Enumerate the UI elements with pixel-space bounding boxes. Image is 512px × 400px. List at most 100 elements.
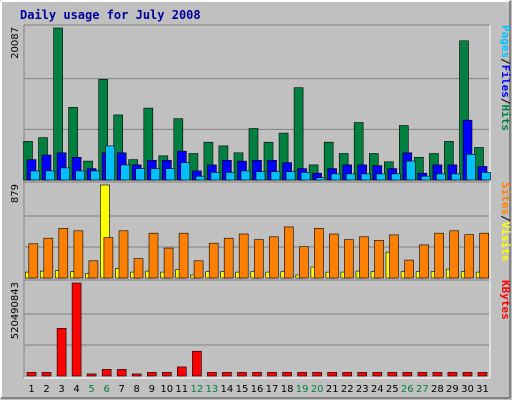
bar-kbytes-day-16 — [252, 372, 262, 377]
x-tick-label: 23 — [356, 384, 369, 395]
bar-sites-day-8 — [133, 258, 144, 279]
bar-sites-day-24 — [374, 240, 384, 279]
x-tick-label: 24 — [371, 384, 384, 395]
bar-pages-day-8 — [135, 168, 145, 181]
bar-kbytes-day-1 — [26, 372, 37, 377]
bar-pages-day-10 — [165, 168, 176, 181]
plot-area — [24, 280, 490, 378]
bar-kbytes-day-27 — [417, 372, 428, 377]
x-tick-label: 4 — [73, 384, 79, 395]
x-tick-label: 18 — [281, 384, 294, 395]
bar-pages-day-24 — [375, 173, 386, 181]
x-tick-label: 19 — [296, 384, 309, 395]
bar-kbytes-day-17 — [267, 372, 277, 377]
bar-kbytes-day-31 — [477, 372, 488, 377]
bar-pages-day-14 — [225, 172, 236, 181]
y-max-label: 20087 — [10, 27, 21, 59]
bar-kbytes-day-12 — [192, 350, 202, 377]
x-tick-label: 17 — [266, 384, 279, 395]
x-tick-label: 1 — [28, 384, 34, 395]
x-tick-label: 13 — [206, 384, 219, 395]
bar-sites-day-25 — [389, 234, 399, 279]
x-tick-label: 8 — [134, 384, 140, 395]
bar-pages-day-5 — [90, 170, 100, 181]
bar-pages-day-28 — [436, 173, 446, 181]
bar-pages-day-25 — [390, 173, 401, 181]
bar-kbytes-day-30 — [462, 372, 473, 377]
bar-pages-day-2 — [45, 170, 55, 181]
legend-entry: Sites — [499, 182, 512, 215]
x-tick-label: 21 — [326, 384, 339, 395]
bar-kbytes-day-10 — [162, 372, 172, 377]
bar-kbytes-day-7 — [116, 369, 127, 377]
x-tick-label: 29 — [446, 384, 459, 395]
legend-entry: Hits — [499, 105, 512, 132]
panel-legend: Sites/Visits — [499, 182, 512, 262]
bar-sites-day-23 — [359, 236, 369, 279]
bar-pages-day-11 — [180, 162, 191, 181]
bar-kbytes-day-4 — [71, 282, 82, 377]
y-max-label: 520490843 — [10, 282, 21, 339]
bar-pages-day-7 — [120, 164, 130, 181]
legend-entry: / — [499, 98, 512, 105]
bar-sites-day-14 — [223, 237, 234, 279]
x-tick-label: 30 — [461, 384, 474, 395]
x-tick-label: 28 — [431, 384, 444, 395]
bar-kbytes-day-11 — [177, 366, 187, 377]
x-tick-label: 5 — [88, 384, 94, 395]
bar-sites-day-21 — [329, 233, 339, 279]
panel-visits: 879 Sites/Visits — [10, 181, 512, 281]
bar-kbytes-day-18 — [282, 372, 292, 377]
x-tick-label: 2 — [43, 384, 49, 395]
bar-sites-day-12 — [193, 260, 204, 279]
series-pages — [30, 145, 491, 181]
panel-legend: KBytes — [499, 280, 512, 320]
bar-kbytes-day-25 — [387, 372, 398, 377]
bar-pages-day-4 — [75, 170, 85, 181]
series-sites — [28, 226, 490, 279]
chart-title: Daily usage for July 2008 — [20, 8, 201, 22]
x-tick-label: 25 — [386, 384, 399, 395]
x-tick-label: 6 — [104, 384, 110, 395]
bar-pages-day-21 — [330, 173, 341, 181]
bar-sites-day-26 — [404, 259, 414, 279]
bar-pages-day-29 — [451, 173, 461, 181]
bar-pages-day-30 — [466, 154, 476, 181]
bar-sites-day-2 — [43, 237, 54, 279]
bar-pages-day-12 — [195, 175, 206, 181]
bar-sites-day-27 — [419, 244, 429, 279]
bar-pages-day-22 — [345, 173, 356, 181]
bar-sites-day-18 — [283, 226, 294, 279]
bar-sites-day-22 — [344, 239, 354, 279]
x-axis-labels: 1 2 3 4 5 6 7 8 9 10 11 12 13 14 15 16 17 18 19 20 21 22 23 24 2… — [28, 384, 489, 395]
bar-kbytes-day-28 — [432, 372, 443, 377]
series-kbytes — [26, 282, 488, 377]
x-tick-label: 31 — [476, 384, 489, 395]
panel-kbytes: 520490843 KBytes — [10, 279, 512, 379]
bar-kbytes-day-8 — [131, 373, 142, 377]
x-tick-label: 22 — [341, 384, 354, 395]
bar-kbytes-day-13 — [207, 372, 217, 377]
bar-pages-day-19 — [300, 172, 311, 181]
bar-kbytes-day-24 — [372, 372, 383, 377]
bar-pages-day-20 — [315, 177, 326, 181]
bar-kbytes-day-23 — [357, 372, 368, 377]
bar-pages-day-31 — [481, 172, 491, 181]
y-max-label: 879 — [10, 184, 21, 203]
bar-sites-day-7 — [118, 230, 129, 279]
bar-kbytes-day-15 — [237, 372, 247, 377]
bar-sites-day-10 — [163, 247, 174, 279]
bar-pages-day-9 — [150, 168, 161, 181]
x-tick-label: 27 — [416, 384, 429, 395]
bar-sites-day-31 — [479, 232, 490, 279]
panel-legend: Pages/Files/Hits — [499, 25, 512, 131]
series-hits — [23, 27, 484, 181]
bar-sites-day-15 — [238, 233, 249, 279]
bar-kbytes-day-3 — [56, 327, 67, 377]
bar-kbytes-day-14 — [222, 372, 232, 377]
chart-panels: 20087 Pages/Files/Hits 879 Sites/Visits 5204… — [10, 24, 512, 379]
x-tick-label: 14 — [221, 384, 234, 395]
bar-sites-day-5 — [88, 260, 99, 279]
bar-sites-day-6 — [103, 237, 114, 279]
